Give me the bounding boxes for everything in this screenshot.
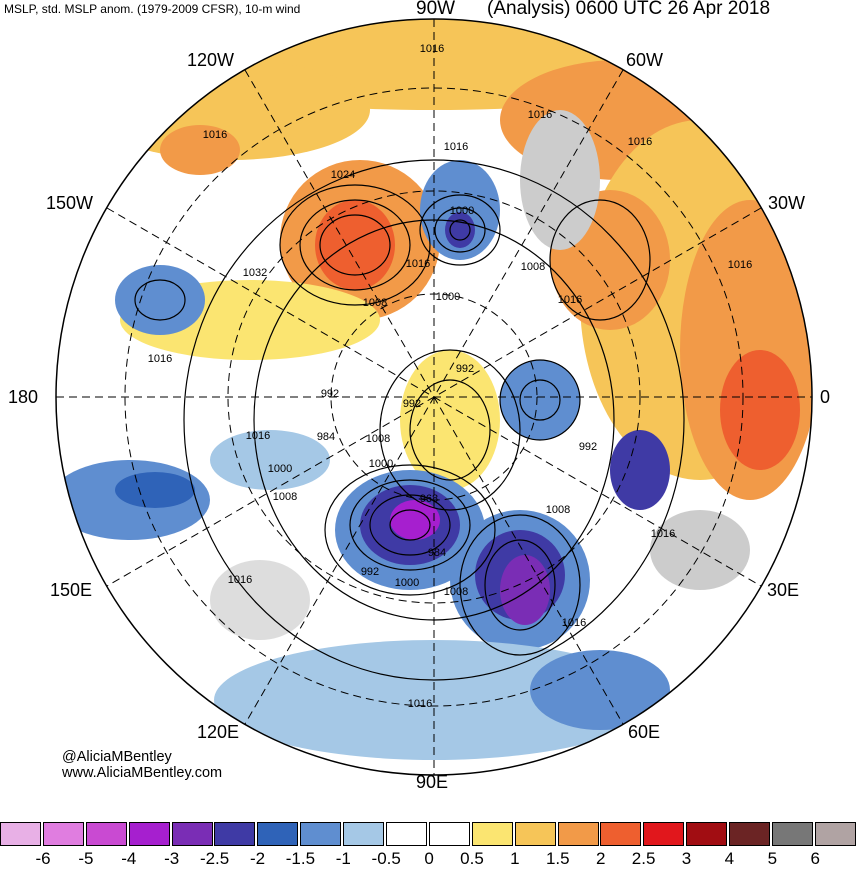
colorbar-swatch [386, 822, 428, 846]
colorbar-swatch [85, 822, 127, 846]
colorbar-swatch [814, 822, 856, 846]
lon-label-90w: 90W [416, 0, 456, 19]
map-disc [56, 19, 812, 775]
anomaly-colorbar [0, 822, 858, 846]
colorbar-swatch [772, 822, 814, 846]
lon-label-30w: 30W [768, 193, 806, 213]
isobar-label: 1016 [148, 353, 172, 365]
colorbar-swatch [214, 822, 256, 846]
lon-label-120e: 120E [197, 722, 240, 742]
colorbar-tick-label: 2 [595, 849, 606, 868]
isobar-label: 1016 [558, 294, 582, 306]
isobar-label: 1008 [546, 504, 570, 516]
isobar-label: 1000 [395, 577, 419, 589]
isobar-label: 1000 [436, 291, 460, 303]
colorbar-tick-label: 0.5 [460, 849, 484, 868]
colorbar-tick-label: -1.5 [285, 849, 316, 868]
colorbar-tick-label: 0 [424, 849, 434, 868]
map-title: (Analysis) 0600 UTC 26 Apr 2018 [487, 0, 771, 19]
isobar-label: 1016 [203, 129, 227, 141]
lon-label-150w: 150W [46, 193, 94, 213]
isobar-label: 1008 [444, 586, 468, 598]
isobar-label: 1016 [528, 109, 552, 121]
isobar-label: 1008 [521, 261, 545, 273]
isobar-label: 1016 [651, 528, 675, 540]
colorbar-tick-label: 3 [681, 849, 692, 868]
credit-handle: @AliciaMBentley [62, 749, 172, 765]
colorbar-tick-label: -3 [164, 849, 180, 868]
colorbar-tick-label: 2.5 [631, 849, 656, 868]
colorbar-swatch [686, 822, 728, 846]
colorbar-swatch [257, 822, 299, 846]
colorbar-swatch [643, 822, 685, 846]
colorbar-tick-label: 5 [767, 849, 778, 868]
colorbar-swatch [128, 822, 170, 846]
isobar-label: 1016 [420, 43, 444, 55]
isobar-label: 1016 [562, 617, 586, 629]
colorbar-tick-label: 1 [510, 849, 520, 868]
colorbar-swatch [428, 822, 470, 846]
colorbar-swatch [343, 822, 385, 846]
isobar-label: 992 [321, 388, 339, 400]
isobar-label: 992 [579, 441, 597, 453]
colorbar-tick-label: -6 [35, 849, 51, 868]
colorbar-swatch [600, 822, 642, 846]
isobar-label: 1000 [450, 205, 474, 217]
colorbar-swatch [171, 822, 213, 846]
lon-label-90e: 90E [416, 772, 449, 792]
isobar-label: 1016 [246, 430, 270, 442]
isobar-label: 1016 [228, 574, 252, 586]
colorbar-swatch [300, 822, 342, 846]
isobar-label: 968 [420, 493, 438, 505]
lon-label-150e: 150E [50, 580, 93, 600]
isobar-label: 1008 [363, 297, 387, 309]
lon-label-180: 180 [8, 387, 39, 407]
colorbar-tick-label: -1 [335, 849, 351, 868]
isobar-label: 992 [403, 398, 421, 410]
isobar-label: 1008 [366, 433, 390, 445]
isobar-label: 1016 [408, 698, 432, 710]
meridian-lines [56, 19, 812, 775]
isobar-label: 992 [361, 566, 379, 578]
colorbar-tick-label: -2.5 [199, 849, 230, 868]
colorbar-tick-label: -0.5 [371, 849, 401, 868]
colorbar-tick-label: -4 [121, 849, 137, 868]
isobar-label: 1016 [728, 259, 752, 271]
isobar-label: 1024 [331, 169, 355, 181]
colorbar-swatch [729, 822, 771, 846]
lon-label-60e: 60E [628, 722, 661, 742]
colorbar-tick-label: -2 [249, 849, 266, 868]
isobar-label: 984 [428, 547, 446, 559]
lon-label-0: 0 [820, 387, 831, 407]
isobar-label: 984 [317, 431, 335, 443]
isobar-label: 1016 [406, 258, 430, 270]
isobar-label: 1008 [273, 491, 297, 503]
isobar-labels: 1016 1016 1016 1016 1024 1000 1016 1032 1016 1008… [148, 43, 752, 710]
isobar-label: 1000 [369, 458, 393, 470]
isobar-label: 1016 [444, 141, 468, 153]
colorbar-swatch [471, 822, 513, 846]
colorbar-swatch [557, 822, 599, 846]
colorbar-swatch [42, 822, 84, 846]
lon-label-60w: 60W [626, 50, 664, 70]
colorbar-tick-label: -5 [78, 849, 94, 868]
isobar-label: 1016 [628, 136, 652, 148]
isobar-label: 1000 [268, 463, 292, 475]
credit-website: www.AliciaMBentley.com [62, 765, 223, 781]
lon-label-120w: 120W [187, 50, 235, 70]
lon-label-30e: 30E [767, 580, 800, 600]
colorbar-swatch [0, 822, 41, 846]
isobar-label: 1032 [243, 267, 267, 279]
map-boundary [55, 18, 813, 776]
colorbar-swatch [514, 822, 556, 846]
map-subtitle: MSLP, std. MSLP anom. (1979-2009 CFSR), … [4, 2, 301, 16]
isobar-label: 992 [456, 363, 474, 375]
colorbar-tick-label: 4 [724, 849, 735, 868]
colorbar-tick-label: 1.5 [545, 849, 570, 868]
colorbar-tick-label: 6 [810, 849, 820, 868]
